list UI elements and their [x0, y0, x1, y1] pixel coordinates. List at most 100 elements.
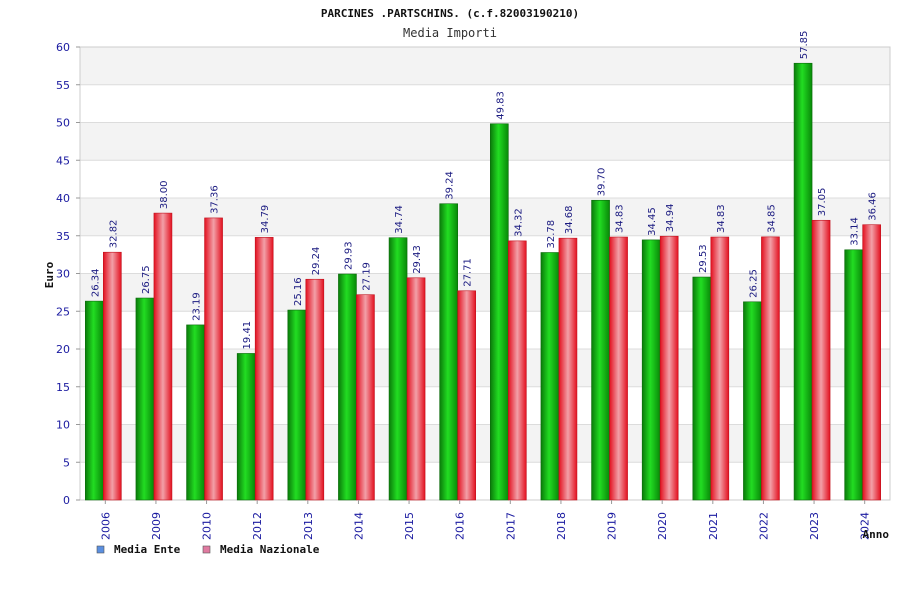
- value-label: 37.05: [817, 188, 828, 217]
- value-label: 34.83: [615, 204, 626, 233]
- y-tick-label: 30: [56, 268, 70, 281]
- bar-media-ente: [388, 237, 408, 501]
- value-label: 32.82: [108, 220, 119, 249]
- y-tick-label: 0: [63, 494, 70, 507]
- chart-subtitle: Media Importi: [403, 26, 497, 40]
- y-tick-label: 60: [56, 41, 70, 54]
- x-tick-label: 2020: [656, 512, 669, 540]
- x-axis-title: Anno: [863, 528, 890, 541]
- y-tick-label: 35: [56, 230, 70, 243]
- bar-media-ente: [338, 273, 357, 501]
- x-tick-label: 2016: [454, 512, 467, 540]
- y-tick-label: 5: [63, 456, 70, 469]
- value-label: 29.93: [343, 241, 354, 270]
- legend-label: Media Ente: [114, 543, 181, 556]
- value-label: 32.78: [546, 220, 557, 249]
- chart-title: PARCINES .PARTSCHINS. (c.f.82003190210): [321, 7, 579, 20]
- value-label: 37.36: [210, 185, 221, 214]
- y-tick-label: 45: [56, 154, 70, 167]
- value-label: 27.71: [463, 258, 474, 287]
- x-tick-label: 2015: [403, 512, 416, 540]
- plot-band: [80, 47, 890, 85]
- y-tick-label: 55: [56, 79, 70, 92]
- value-label: 26.25: [748, 269, 759, 298]
- legend-swatch-media-ente: [96, 545, 105, 554]
- bar-media-nazionale: [103, 251, 122, 501]
- value-label: 23.19: [192, 292, 203, 321]
- bar-media-ente: [186, 324, 205, 501]
- value-label: 19.41: [242, 321, 253, 350]
- value-label: 34.79: [260, 205, 271, 234]
- value-label: 36.46: [868, 192, 879, 221]
- bar-media-nazionale: [659, 235, 679, 501]
- value-label: 34.68: [564, 206, 575, 235]
- x-tick-label: 2024: [859, 512, 872, 540]
- x-tick-label: 2021: [707, 512, 720, 540]
- bar-media-nazionale: [356, 294, 375, 501]
- bar-media-nazionale: [153, 212, 173, 501]
- y-axis-ticks: 0 5 10 15 20 25 30 35 40 45 50 55 60: [56, 41, 80, 507]
- y-axis-title: Euro: [43, 261, 56, 288]
- bar-media-nazionale: [761, 236, 780, 501]
- legend-label: Media Nazionale: [220, 543, 320, 556]
- value-label: 27.19: [361, 262, 372, 291]
- bar-media-ente: [743, 301, 762, 501]
- x-tick-label: 2019: [606, 512, 619, 540]
- bar-media-ente: [490, 123, 509, 501]
- value-label: 34.74: [394, 205, 405, 234]
- value-label: 39.70: [597, 168, 608, 197]
- bar-media-ente: [793, 62, 813, 501]
- bar-media-ente: [641, 239, 661, 501]
- x-tick-label: 2010: [201, 512, 214, 540]
- bar-media-nazionale: [457, 290, 476, 501]
- legend: Media Ente Media Nazionale: [96, 543, 320, 556]
- plot-band: [80, 160, 890, 198]
- value-label: 34.45: [647, 207, 658, 236]
- value-label: 57.85: [799, 31, 810, 60]
- x-tick-label: 2014: [352, 512, 365, 540]
- bar-media-nazionale: [508, 240, 527, 501]
- bars: [85, 62, 881, 501]
- x-tick-label: 2006: [99, 512, 112, 540]
- bar-media-nazionale: [609, 236, 628, 501]
- value-label: 29.24: [311, 247, 322, 276]
- value-label: 34.32: [513, 208, 524, 237]
- x-tick-label: 2017: [504, 512, 517, 540]
- bar-media-ente: [135, 297, 155, 501]
- value-label: 34.85: [766, 204, 777, 233]
- value-label: 33.14: [850, 217, 861, 246]
- y-tick-label: 15: [56, 381, 70, 394]
- y-tick-label: 20: [56, 343, 70, 356]
- value-label: 29.53: [698, 244, 709, 273]
- bar-media-ente: [236, 353, 256, 501]
- value-label: 38.00: [159, 180, 170, 209]
- value-label: 34.83: [716, 204, 727, 233]
- x-tick-label: 2012: [251, 512, 264, 540]
- x-tick-label: 2022: [757, 512, 770, 540]
- y-tick-label: 25: [56, 305, 70, 318]
- value-label: 49.83: [495, 91, 506, 120]
- value-labels: 26.34 32.82 26.75 38.00 23.19 37.36 19.41 34.79…: [90, 31, 878, 350]
- x-tick-label: 2018: [555, 512, 568, 540]
- y-tick-label: 50: [56, 117, 70, 130]
- bar-media-nazionale: [710, 236, 730, 501]
- bar-media-ente: [439, 203, 458, 501]
- bar-media-ente: [844, 249, 863, 501]
- x-axis-ticks: 2006 2009 2010 2012 2013 2014 2015 2016 2017 2018…: [99, 500, 872, 540]
- y-tick-label: 10: [56, 419, 70, 432]
- bar-media-nazionale: [305, 278, 325, 501]
- bar-media-ente: [540, 252, 560, 501]
- bar-media-nazionale: [204, 217, 223, 501]
- bar-media-ente: [692, 276, 712, 501]
- plot-band: [80, 84, 890, 123]
- value-label: 26.34: [90, 268, 101, 297]
- bar-media-ente: [287, 309, 307, 501]
- bar-media-ente: [85, 300, 104, 501]
- y-tick-label: 40: [56, 192, 70, 205]
- value-label: 39.24: [445, 171, 456, 200]
- x-tick-label: 2009: [150, 512, 163, 540]
- legend-swatch-media-nazionale: [202, 545, 211, 554]
- value-label: 25.16: [293, 277, 304, 306]
- plot-band: [80, 122, 890, 161]
